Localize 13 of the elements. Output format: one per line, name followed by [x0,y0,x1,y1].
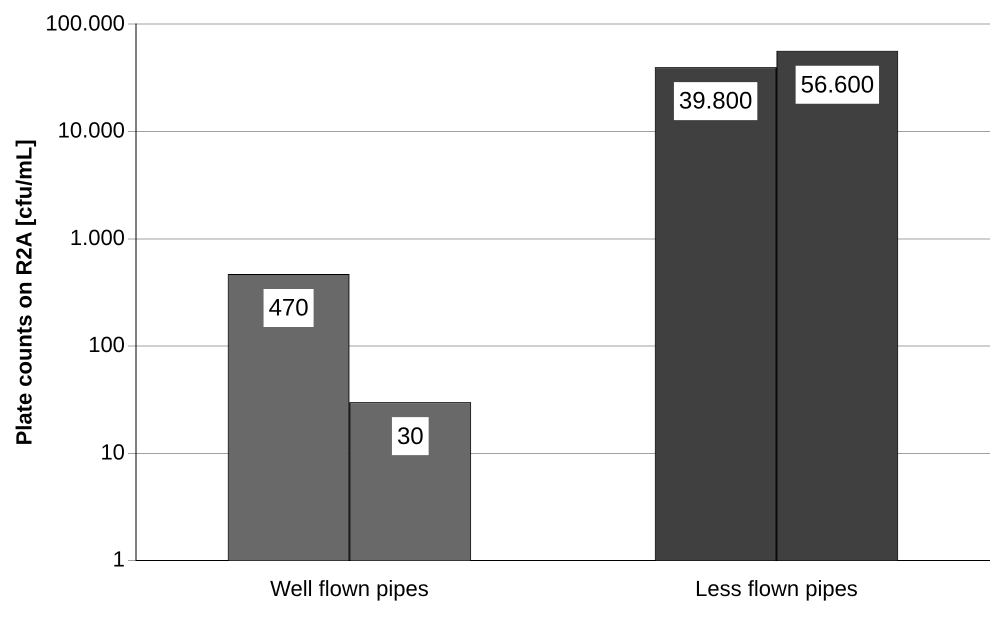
y-tick-label: 1.000 [70,224,125,250]
data-label: 39.800 [678,88,752,115]
data-label: 470 [268,294,309,322]
x-tick-label: Well flown pipes [270,576,429,601]
y-axis-title: Plate counts on R2A [cfu/mL] [11,139,36,446]
y-tick-label: 10.000 [58,118,125,143]
y-tick-label: 100.000 [45,10,125,36]
data-label: 56.600 [800,71,874,98]
y-tick-label: 1 [112,546,125,572]
y-tick-label: 100 [88,332,125,358]
x-tick-label: Less flown pipes [695,576,858,601]
y-tick-label: 10 [100,439,125,464]
data-label: 30 [396,422,424,450]
